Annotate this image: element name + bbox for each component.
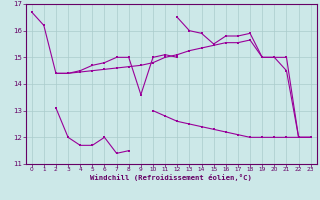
X-axis label: Windchill (Refroidissement éolien,°C): Windchill (Refroidissement éolien,°C) xyxy=(90,174,252,181)
